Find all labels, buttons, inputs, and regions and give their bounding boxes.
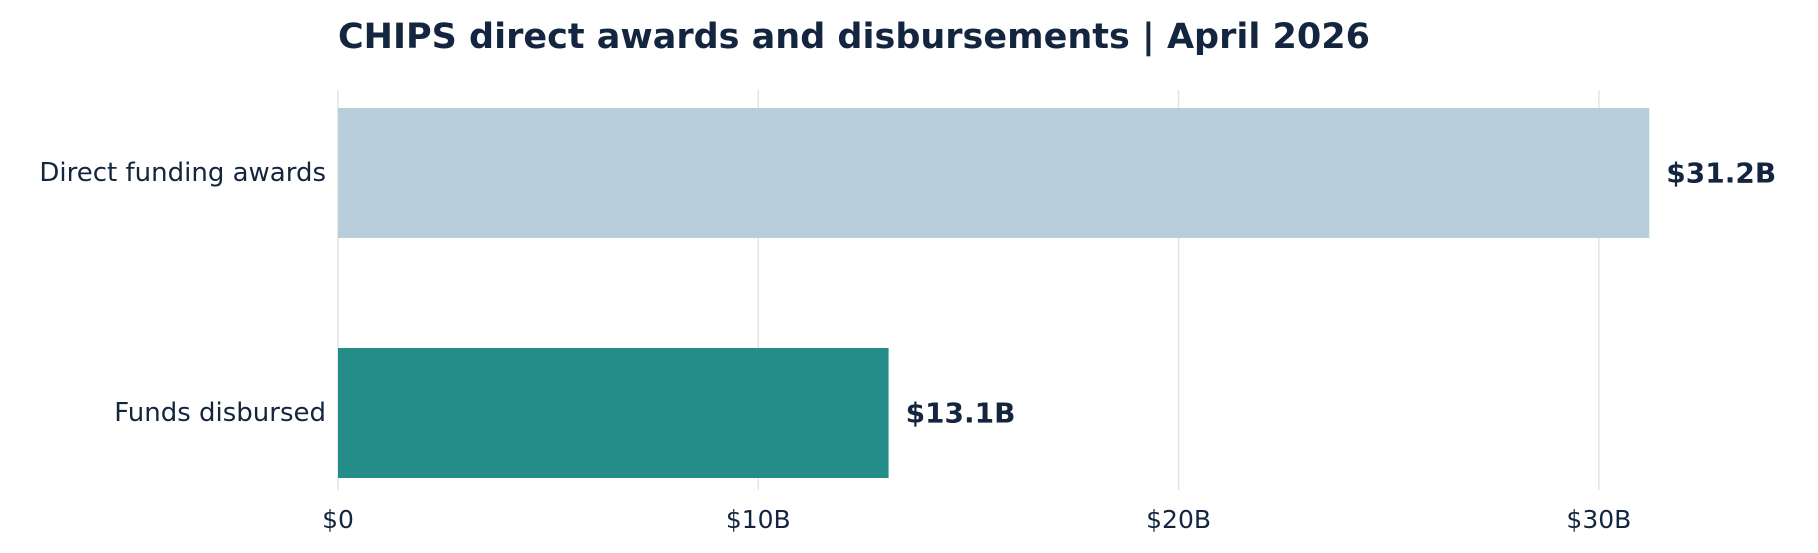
labels: $0 $10B $20B $30B Direct funding awards $31.2… (39, 157, 1776, 535)
category-label: Direct funding awards (39, 158, 326, 188)
x-tick-label: $10B (726, 505, 791, 534)
data-label: $31.2B (1666, 157, 1776, 190)
x-tick-label: $0 (322, 505, 354, 534)
category-label: Funds disbursed (114, 398, 326, 428)
x-tick-label: $20B (1146, 505, 1211, 534)
chart-title: CHIPS direct awards and disbursements | … (338, 17, 1370, 57)
data-label: $13.1B (906, 397, 1016, 430)
x-tick-label: $30B (1566, 505, 1631, 534)
bar (338, 108, 1650, 238)
bars (338, 108, 1650, 478)
bar (338, 348, 889, 478)
